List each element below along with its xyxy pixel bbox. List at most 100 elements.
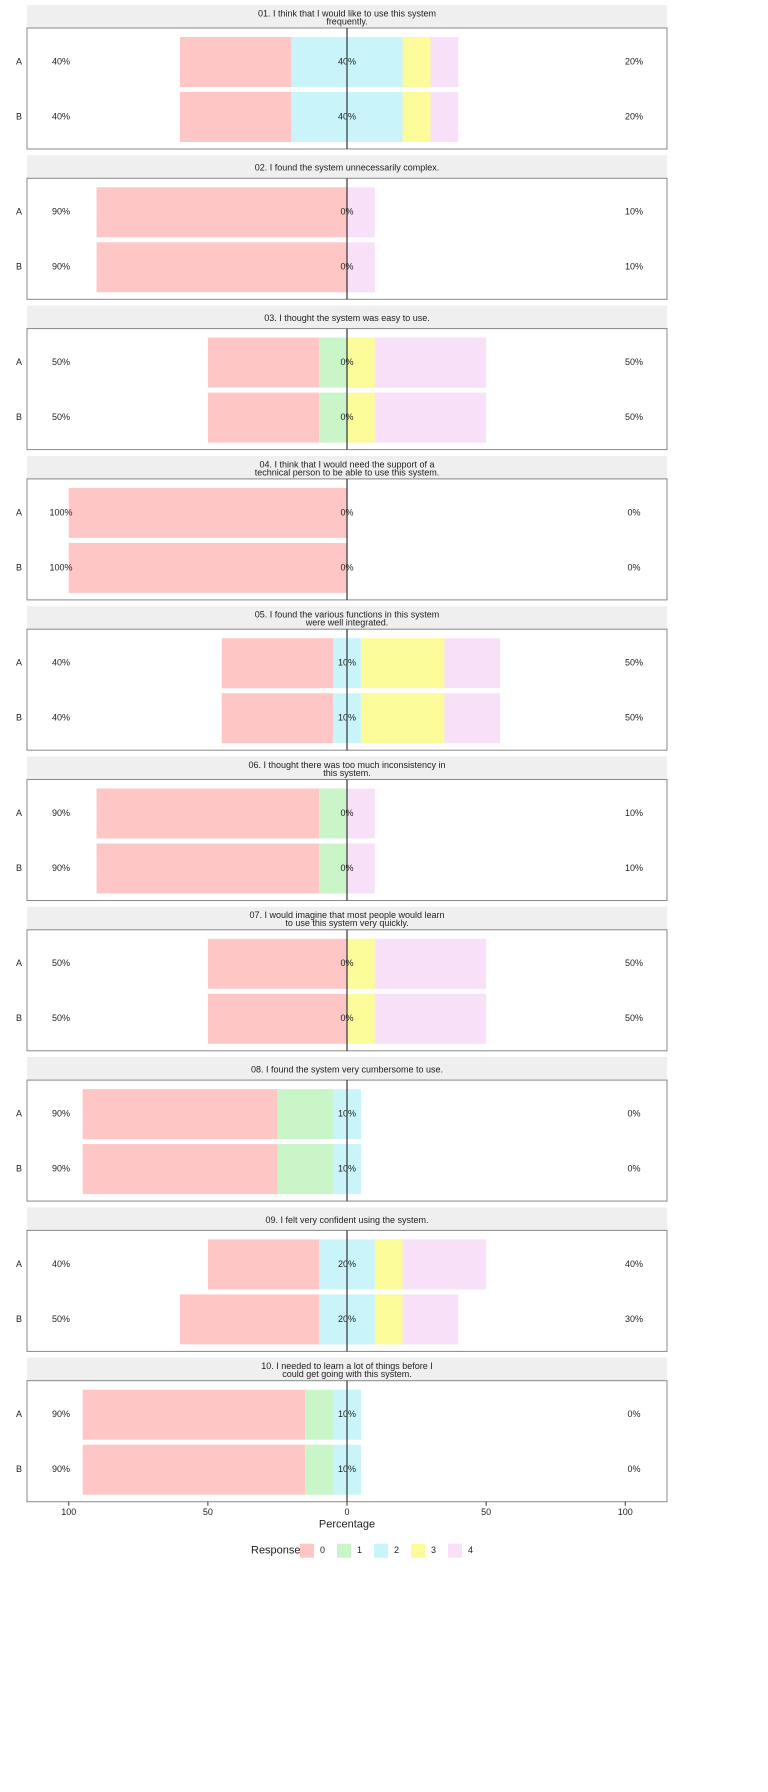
bar-segment xyxy=(82,1089,278,1140)
x-tick-label: 50 xyxy=(203,1507,213,1517)
bar-segment xyxy=(319,843,347,894)
high-label: 0% xyxy=(627,1108,640,1118)
low-label: 40% xyxy=(52,713,70,723)
low-label: 90% xyxy=(52,1163,70,1173)
bar-segment xyxy=(82,1389,306,1440)
high-label: 20% xyxy=(625,56,643,66)
row-label: B xyxy=(16,713,22,723)
bar-segment xyxy=(402,1294,459,1345)
bar-segment xyxy=(180,1294,320,1345)
high-label: 0% xyxy=(627,1409,640,1419)
low-label: 40% xyxy=(52,658,70,668)
low-label: 40% xyxy=(52,1259,70,1269)
panel-title: 06. I thought there was too much inconsi… xyxy=(248,760,445,770)
row-label: A xyxy=(16,958,22,968)
panel-strip xyxy=(27,5,667,28)
bar-segment xyxy=(305,1389,334,1440)
bar-segment xyxy=(374,1239,403,1290)
panel-title: could get going with this system. xyxy=(282,1369,412,1379)
legend-swatch xyxy=(300,1543,314,1558)
bar-segment xyxy=(430,92,459,142)
bar-segment xyxy=(374,938,487,989)
low-label: 50% xyxy=(52,1314,70,1324)
panel-strip xyxy=(27,1057,667,1081)
row-label: B xyxy=(16,1314,22,1324)
row-label: A xyxy=(16,808,22,818)
row-label: A xyxy=(16,207,22,217)
low-label: 90% xyxy=(52,808,70,818)
panel-title: 09. I felt very confident using the syst… xyxy=(265,1215,428,1225)
panel-title: this system. xyxy=(323,768,371,778)
bar-segment xyxy=(347,843,375,894)
high-label: 50% xyxy=(625,357,643,367)
bar-segment xyxy=(68,487,347,538)
bar-segment xyxy=(402,1239,487,1290)
panel-strip xyxy=(27,906,667,930)
bar-segment xyxy=(347,788,375,839)
high-label: 30% xyxy=(625,1314,643,1324)
high-label: 50% xyxy=(625,658,643,668)
bar-segment xyxy=(430,37,459,87)
panel-title: 02. I found the system unnecessarily com… xyxy=(255,163,440,173)
low-label: 90% xyxy=(52,863,70,873)
bar-segment xyxy=(319,392,347,443)
high-label: 10% xyxy=(625,207,643,217)
high-label: 0% xyxy=(627,562,640,572)
bar-segment xyxy=(221,693,334,744)
bar-segment xyxy=(180,92,292,142)
high-label: 20% xyxy=(625,111,643,121)
bar-segment xyxy=(207,392,320,443)
row-label: B xyxy=(16,1013,22,1023)
bar-segment xyxy=(444,638,501,689)
panel-strip xyxy=(27,155,667,179)
row-label: B xyxy=(16,262,22,272)
high-label: 10% xyxy=(625,262,643,272)
bar-segment xyxy=(305,1444,334,1495)
panel-title: technical person to be able to use this … xyxy=(255,467,440,477)
row-label: A xyxy=(16,1409,22,1419)
panel-title: 05. I found the various functions in thi… xyxy=(255,610,440,620)
bar-segment xyxy=(207,938,347,989)
low-label: 50% xyxy=(52,357,70,367)
legend-swatch xyxy=(374,1543,388,1558)
bar-segment xyxy=(347,993,375,1044)
x-tick-label: 100 xyxy=(618,1507,633,1517)
panel-strip xyxy=(27,1207,667,1231)
high-label: 10% xyxy=(625,808,643,818)
panel-title: were well integrated. xyxy=(305,618,389,628)
bar-segment xyxy=(68,542,347,593)
low-label: 100% xyxy=(49,562,72,572)
high-label: 0% xyxy=(627,507,640,517)
bar-segment xyxy=(82,1144,278,1195)
high-label: 50% xyxy=(625,412,643,422)
bar-segment xyxy=(207,993,347,1044)
legend-label: 1 xyxy=(357,1545,362,1555)
bar-segment xyxy=(360,693,445,744)
bar-segment xyxy=(96,242,347,293)
panel-title: 07. I would imagine that most people wou… xyxy=(249,910,444,920)
panel-title: 03. I thought the system was easy to use… xyxy=(264,313,430,323)
low-label: 90% xyxy=(52,262,70,272)
row-label: B xyxy=(16,1163,22,1173)
x-tick-label: 50 xyxy=(481,1507,491,1517)
bar-segment xyxy=(96,788,320,839)
low-label: 90% xyxy=(52,207,70,217)
high-label: 50% xyxy=(625,1013,643,1023)
low-label: 50% xyxy=(52,958,70,968)
low-label: 40% xyxy=(52,111,70,121)
bar-segment xyxy=(221,638,334,689)
legend-label: 2 xyxy=(394,1545,399,1555)
legend-label: 4 xyxy=(468,1545,473,1555)
bar-segment xyxy=(347,242,375,293)
high-label: 0% xyxy=(627,1163,640,1173)
legend-label: 3 xyxy=(431,1545,436,1555)
bar-segment xyxy=(96,843,320,894)
row-label: B xyxy=(16,111,22,121)
row-label: B xyxy=(16,863,22,873)
bar-segment xyxy=(277,1089,334,1140)
row-label: A xyxy=(16,56,22,66)
bar-segment xyxy=(402,92,431,142)
panel-strip xyxy=(27,305,667,329)
panel-title: to use this system very quickly. xyxy=(285,918,408,928)
